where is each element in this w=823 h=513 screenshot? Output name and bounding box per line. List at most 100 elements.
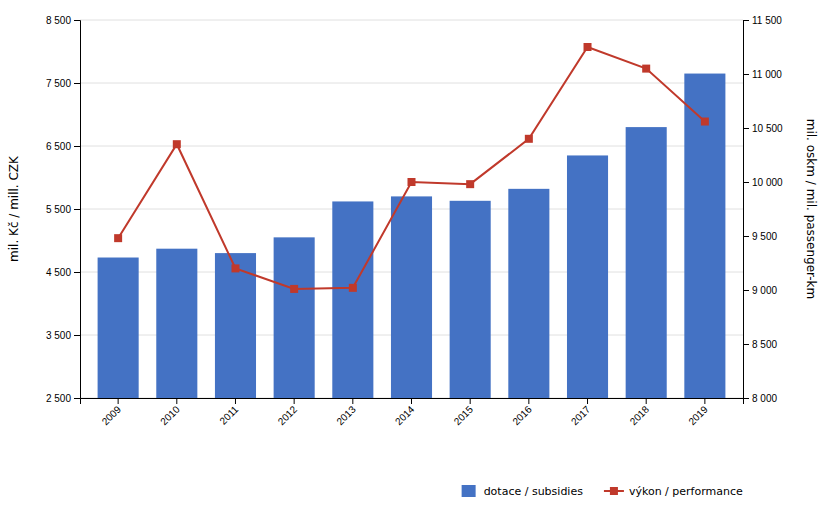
marker (466, 180, 474, 188)
tick-label: 2010 (158, 403, 182, 427)
marker (290, 285, 298, 293)
tick-mark (74, 209, 80, 210)
tick-label: 9 000 (752, 285, 777, 296)
tick-mark (176, 398, 177, 404)
marker (349, 284, 357, 292)
tick: 8 500 (46, 15, 80, 26)
tick: 2 500 (46, 393, 80, 404)
tick-label: 2014 (393, 403, 417, 427)
marker (584, 43, 592, 51)
tick-label: 10 500 (752, 123, 783, 134)
tick-mark (743, 20, 749, 21)
tick-mark (352, 398, 353, 404)
plot: 2009 2010 2011 2012 2013 2014 2015 2016 2017 2018… (7, 15, 818, 513)
tick-label: 10 000 (752, 177, 783, 188)
tick-mark (743, 398, 749, 399)
bar (626, 127, 667, 398)
tick: 2011 (217, 398, 240, 427)
tick-label: 2017 (569, 403, 593, 427)
tick-label: 2009 (100, 403, 124, 427)
tick: 2018 (628, 398, 652, 427)
bar (98, 258, 139, 398)
tick-label: 2015 (452, 403, 476, 427)
marker (642, 65, 650, 73)
tick: 6 500 (46, 141, 80, 152)
tick-mark (743, 290, 749, 291)
tick-label: 8 500 (46, 15, 71, 26)
tick-mark (704, 398, 705, 404)
tick-mark (74, 20, 80, 21)
tick-label: 2011 (217, 403, 240, 426)
bar (332, 201, 373, 398)
marker (173, 140, 181, 148)
legend-label: výkon / performance (629, 485, 743, 498)
axis-line (74, 21, 81, 399)
tick-label: 8 500 (752, 339, 777, 350)
tick: 11 000 (743, 69, 782, 80)
tick-mark (743, 236, 749, 237)
tick-mark (294, 398, 295, 404)
bar (508, 189, 549, 398)
tick: 2013 (334, 398, 358, 427)
tick-mark (646, 398, 647, 404)
tick: 7 500 (46, 78, 80, 89)
tick-mark (74, 83, 80, 84)
bar (391, 196, 432, 398)
tick-label: 2019 (686, 403, 710, 427)
tick-mark (743, 182, 749, 183)
tick-mark (470, 398, 471, 404)
bar (567, 155, 608, 398)
tick-mark (74, 272, 80, 273)
tick-label: 11 000 (752, 69, 782, 80)
tick-label: 2018 (628, 403, 652, 427)
legend-marker (610, 487, 618, 495)
tick-mark (743, 128, 749, 129)
bar (274, 237, 315, 398)
grid-line (80, 83, 743, 84)
legend-label: dotace / subsidies (484, 485, 584, 498)
axis-line (744, 21, 750, 399)
bar (684, 74, 725, 398)
tick-label: 8 000 (752, 393, 777, 404)
legend-item: výkon / performance (604, 485, 743, 498)
axis-line (81, 399, 744, 405)
marker (231, 264, 239, 272)
tick: 10 000 (743, 177, 783, 188)
tick-label: 2016 (510, 403, 534, 427)
bar (156, 249, 197, 398)
marks (98, 43, 726, 398)
tick-label: 2013 (334, 403, 358, 427)
tick-label: 2012 (276, 403, 300, 427)
tick-mark (528, 398, 529, 404)
tick-mark (743, 74, 749, 75)
tick: 2014 (393, 398, 417, 427)
legend-item: dotace / subsidies (462, 485, 584, 498)
bar (215, 253, 256, 398)
tick: 8 500 (743, 339, 777, 350)
tick: 5 500 (46, 204, 80, 215)
tick: 2009 (100, 398, 124, 427)
marker (114, 234, 122, 242)
marker (701, 118, 709, 126)
tick-label: 9 500 (752, 231, 777, 242)
tick: 2017 (569, 398, 593, 427)
y-axis-title: mil. Kč / mill. CZK (7, 155, 21, 262)
legend-swatch (462, 485, 476, 497)
tick-label: 3 500 (46, 330, 71, 341)
tick: 9 000 (743, 285, 777, 296)
tick: 2019 (686, 398, 710, 427)
tick-mark (74, 335, 80, 336)
tick: 10 500 (743, 123, 783, 134)
x-axis: 2009 2010 2011 2012 2013 2014 2015 2016 2017 2018… (81, 398, 744, 427)
marker (525, 135, 533, 143)
tick: 2010 (158, 398, 182, 427)
tick: 4 500 (46, 267, 80, 278)
tick: 11 500 (743, 15, 782, 26)
legend: dotace / subsidies výkon / performance (462, 485, 743, 498)
line (118, 47, 705, 289)
y-axis: 2 500 3 500 4 500 5 500 6 500 7 500 8 500 (46, 15, 81, 404)
y2-axis: 8 000 8 500 9 000 9 500 10 000 10 500 11 000 11… (743, 15, 783, 404)
tick: 3 500 (46, 330, 80, 341)
series-line (114, 43, 709, 293)
tick-label: 2 500 (46, 393, 71, 404)
